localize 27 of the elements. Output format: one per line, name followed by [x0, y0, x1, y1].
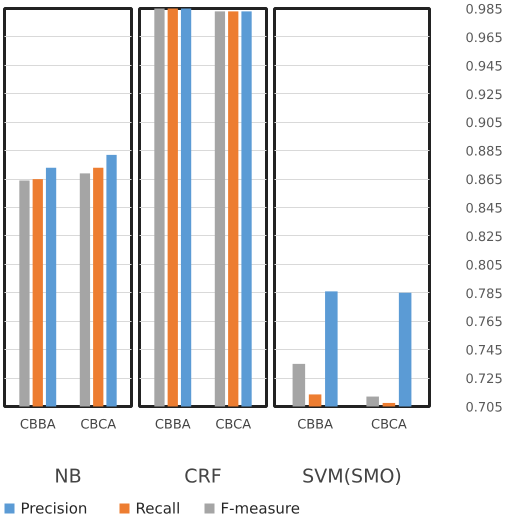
x-axis-title: CRF [184, 466, 222, 488]
y-tick-label: 0.985 [466, 2, 503, 18]
y-tick-label: 0.725 [466, 372, 503, 388]
legend-label: Recall [136, 500, 180, 518]
x-tick-label: CBBA [154, 418, 191, 432]
legend-label: F-measure [220, 500, 300, 518]
x-tick-label: CBCA [215, 418, 252, 432]
x-tick-label: CBCA [80, 418, 116, 432]
y-tick-label: 0.745 [466, 344, 503, 359]
x-axis-title: SVM(SMO) [302, 466, 402, 488]
y-tick-label: 0.705 [466, 400, 503, 416]
y-tick-label: 0.885 [466, 144, 503, 160]
x-axis-title: NB [54, 466, 82, 488]
y-tick-label: 0.845 [466, 202, 503, 216]
x-tick-label: CBCA [371, 418, 407, 432]
y-tick-label: 0.765 [466, 315, 503, 330]
y-tick-label: 0.945 [466, 59, 503, 74]
y-tick-label: 0.925 [466, 88, 503, 103]
y-tick-label: 0.965 [466, 30, 503, 46]
y-tick-label: 0.785 [466, 286, 503, 302]
y-tick-label: 0.865 [466, 173, 503, 188]
x-tick-label: CBBA [20, 418, 56, 432]
y-tick-label: 0.905 [466, 116, 503, 132]
x-tick-label: CBBA [297, 418, 334, 432]
legend-label: Precision [20, 500, 88, 518]
y-tick-label: 0.825 [466, 230, 503, 245]
y-tick-label: 0.805 [466, 258, 503, 274]
